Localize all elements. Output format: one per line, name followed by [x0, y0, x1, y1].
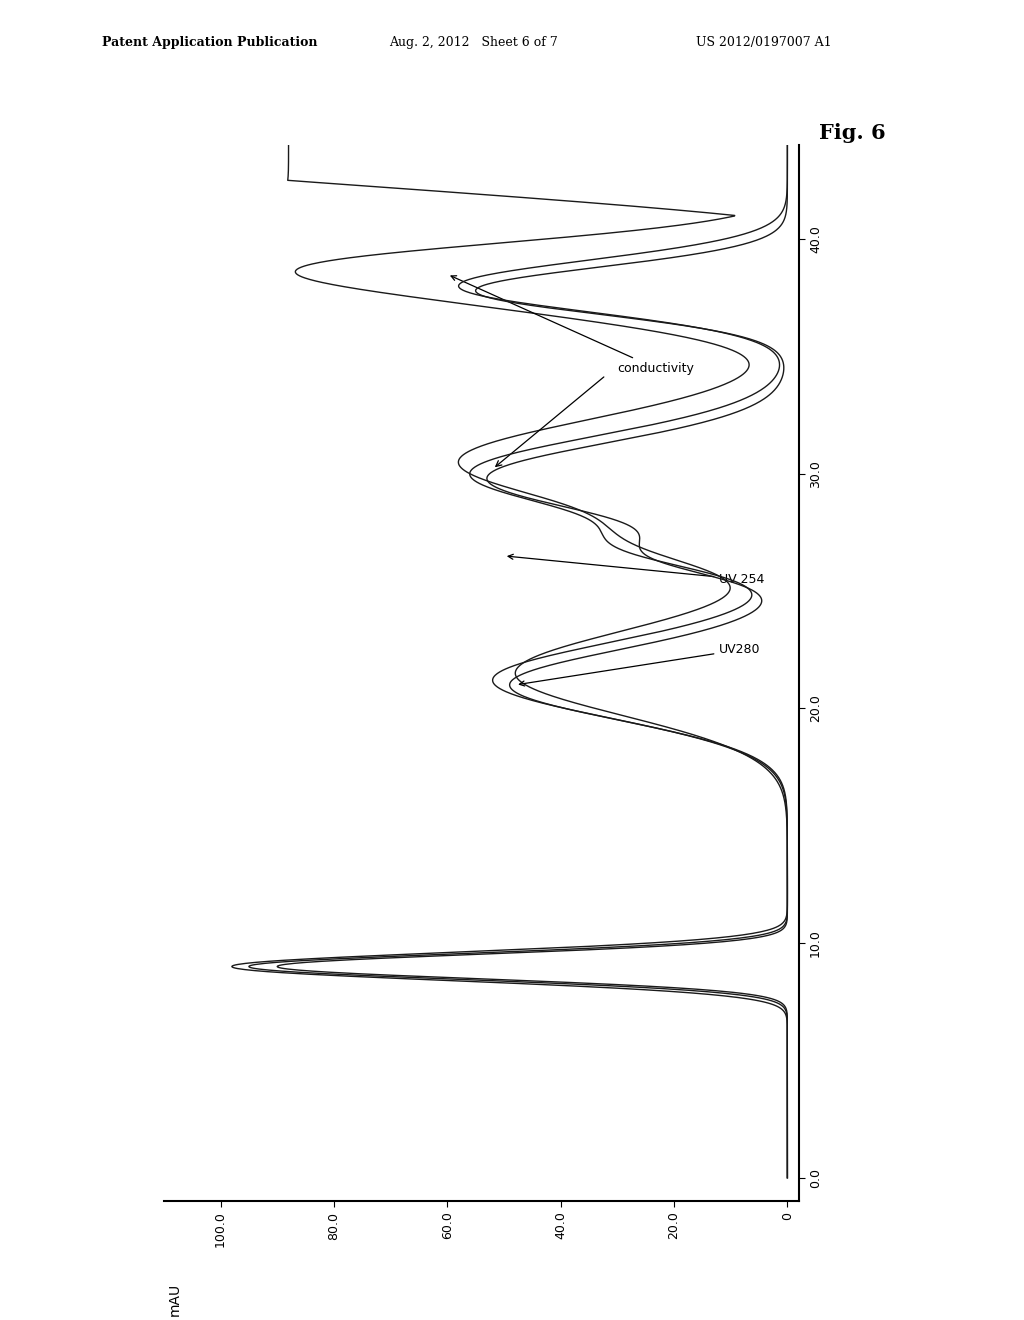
Text: Patent Application Publication: Patent Application Publication — [102, 36, 317, 49]
Text: UV 254: UV 254 — [508, 554, 765, 586]
Text: Aug. 2, 2012   Sheet 6 of 7: Aug. 2, 2012 Sheet 6 of 7 — [389, 36, 558, 49]
Text: mAU: mAU — [168, 1283, 182, 1316]
Text: US 2012/0197007 A1: US 2012/0197007 A1 — [696, 36, 831, 49]
Text: conductivity: conductivity — [452, 276, 694, 375]
Text: Fig. 6: Fig. 6 — [819, 123, 886, 143]
Text: UV280: UV280 — [519, 643, 761, 686]
